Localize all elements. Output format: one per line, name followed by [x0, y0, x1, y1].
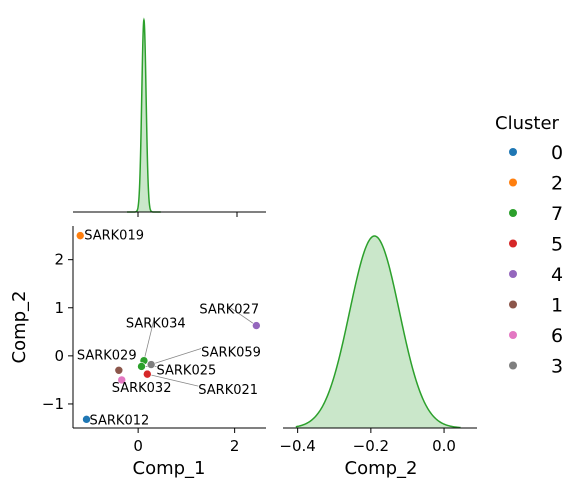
kde-comp1-panel: [73, 17, 266, 217]
legend-entry-label: 6: [551, 325, 563, 347]
kde-comp1-fill: [127, 20, 161, 212]
scatter-point: [114, 365, 124, 375]
legend-marker: [509, 178, 517, 187]
point-label: SARK012: [90, 413, 150, 428]
scatter-ytick-label: 1: [54, 299, 64, 317]
kde-comp2-x-axis-label: Comp_2: [345, 458, 418, 479]
scatter-ytick-label: −1: [42, 395, 64, 413]
legend-entry-label: 3: [551, 356, 563, 378]
scatter-point: [117, 375, 127, 385]
scatter-point: [75, 231, 85, 240]
point-leader-line: [227, 305, 257, 326]
kde-comp2-xtick-label: −0.2: [353, 437, 389, 455]
kde-comp2-line: [295, 235, 461, 429]
scatter-point: [137, 362, 146, 371]
point-leader-line: [143, 319, 155, 361]
kde-comp2-xtick-label: −0.4: [279, 437, 315, 455]
scatter-panel: 0 2 −1 0 1 2 SARK019 SARK027 SARK034 SARK059 SARK…: [9, 226, 266, 479]
legend-marker: [509, 331, 517, 339]
legend-marker: [509, 270, 517, 278]
legend-entry-label: 2: [551, 173, 563, 195]
legend-marker: [509, 300, 517, 309]
kde-comp2-fill: [295, 236, 461, 428]
legend-entry-label: 4: [551, 264, 563, 286]
legend-entry-label: 5: [551, 234, 563, 256]
point-label: SARK029: [77, 348, 137, 363]
scatter-point: [146, 360, 156, 369]
legend-marker: [509, 209, 517, 217]
y-axis-label: Comp_2: [9, 291, 30, 364]
point-leader-line: [147, 373, 199, 387]
legend-entry-label: 1: [551, 295, 563, 317]
scatter-ytick-label: 2: [54, 251, 64, 269]
legend-entry-label: 0: [551, 142, 563, 164]
legend-marker: [509, 148, 517, 156]
point-label: SARK027: [199, 303, 259, 318]
legend-marker: [509, 361, 517, 370]
scatter-xtick-label: 0: [133, 437, 143, 455]
point-label: SARK021: [198, 383, 258, 398]
scatter-point: [252, 321, 261, 330]
point-label: SARK025: [157, 363, 217, 378]
scatter-point: [82, 415, 91, 424]
scatter-ytick-label: 0: [54, 347, 64, 365]
kde-comp2-xtick-label: 0.0: [432, 437, 456, 455]
legend-entry-label: 7: [551, 203, 563, 225]
scatter-point: [143, 369, 152, 379]
point-label: SARK034: [126, 317, 186, 332]
legend-title: Cluster: [495, 113, 559, 134]
point-label: SARK019: [84, 229, 144, 244]
kde-comp2-panel: −0.4 −0.2 0.0 Comp_2: [279, 235, 477, 479]
point-label: SARK059: [201, 346, 261, 361]
point-leader-line: [151, 348, 202, 365]
scatter-xtick-label: 2: [230, 437, 240, 455]
x-axis-label: Comp_1: [133, 458, 206, 479]
legend-marker: [509, 239, 517, 248]
point-label: SARK032: [112, 381, 172, 396]
legend: Cluster 0 2 7 5 4 1 6 3: [495, 113, 563, 378]
